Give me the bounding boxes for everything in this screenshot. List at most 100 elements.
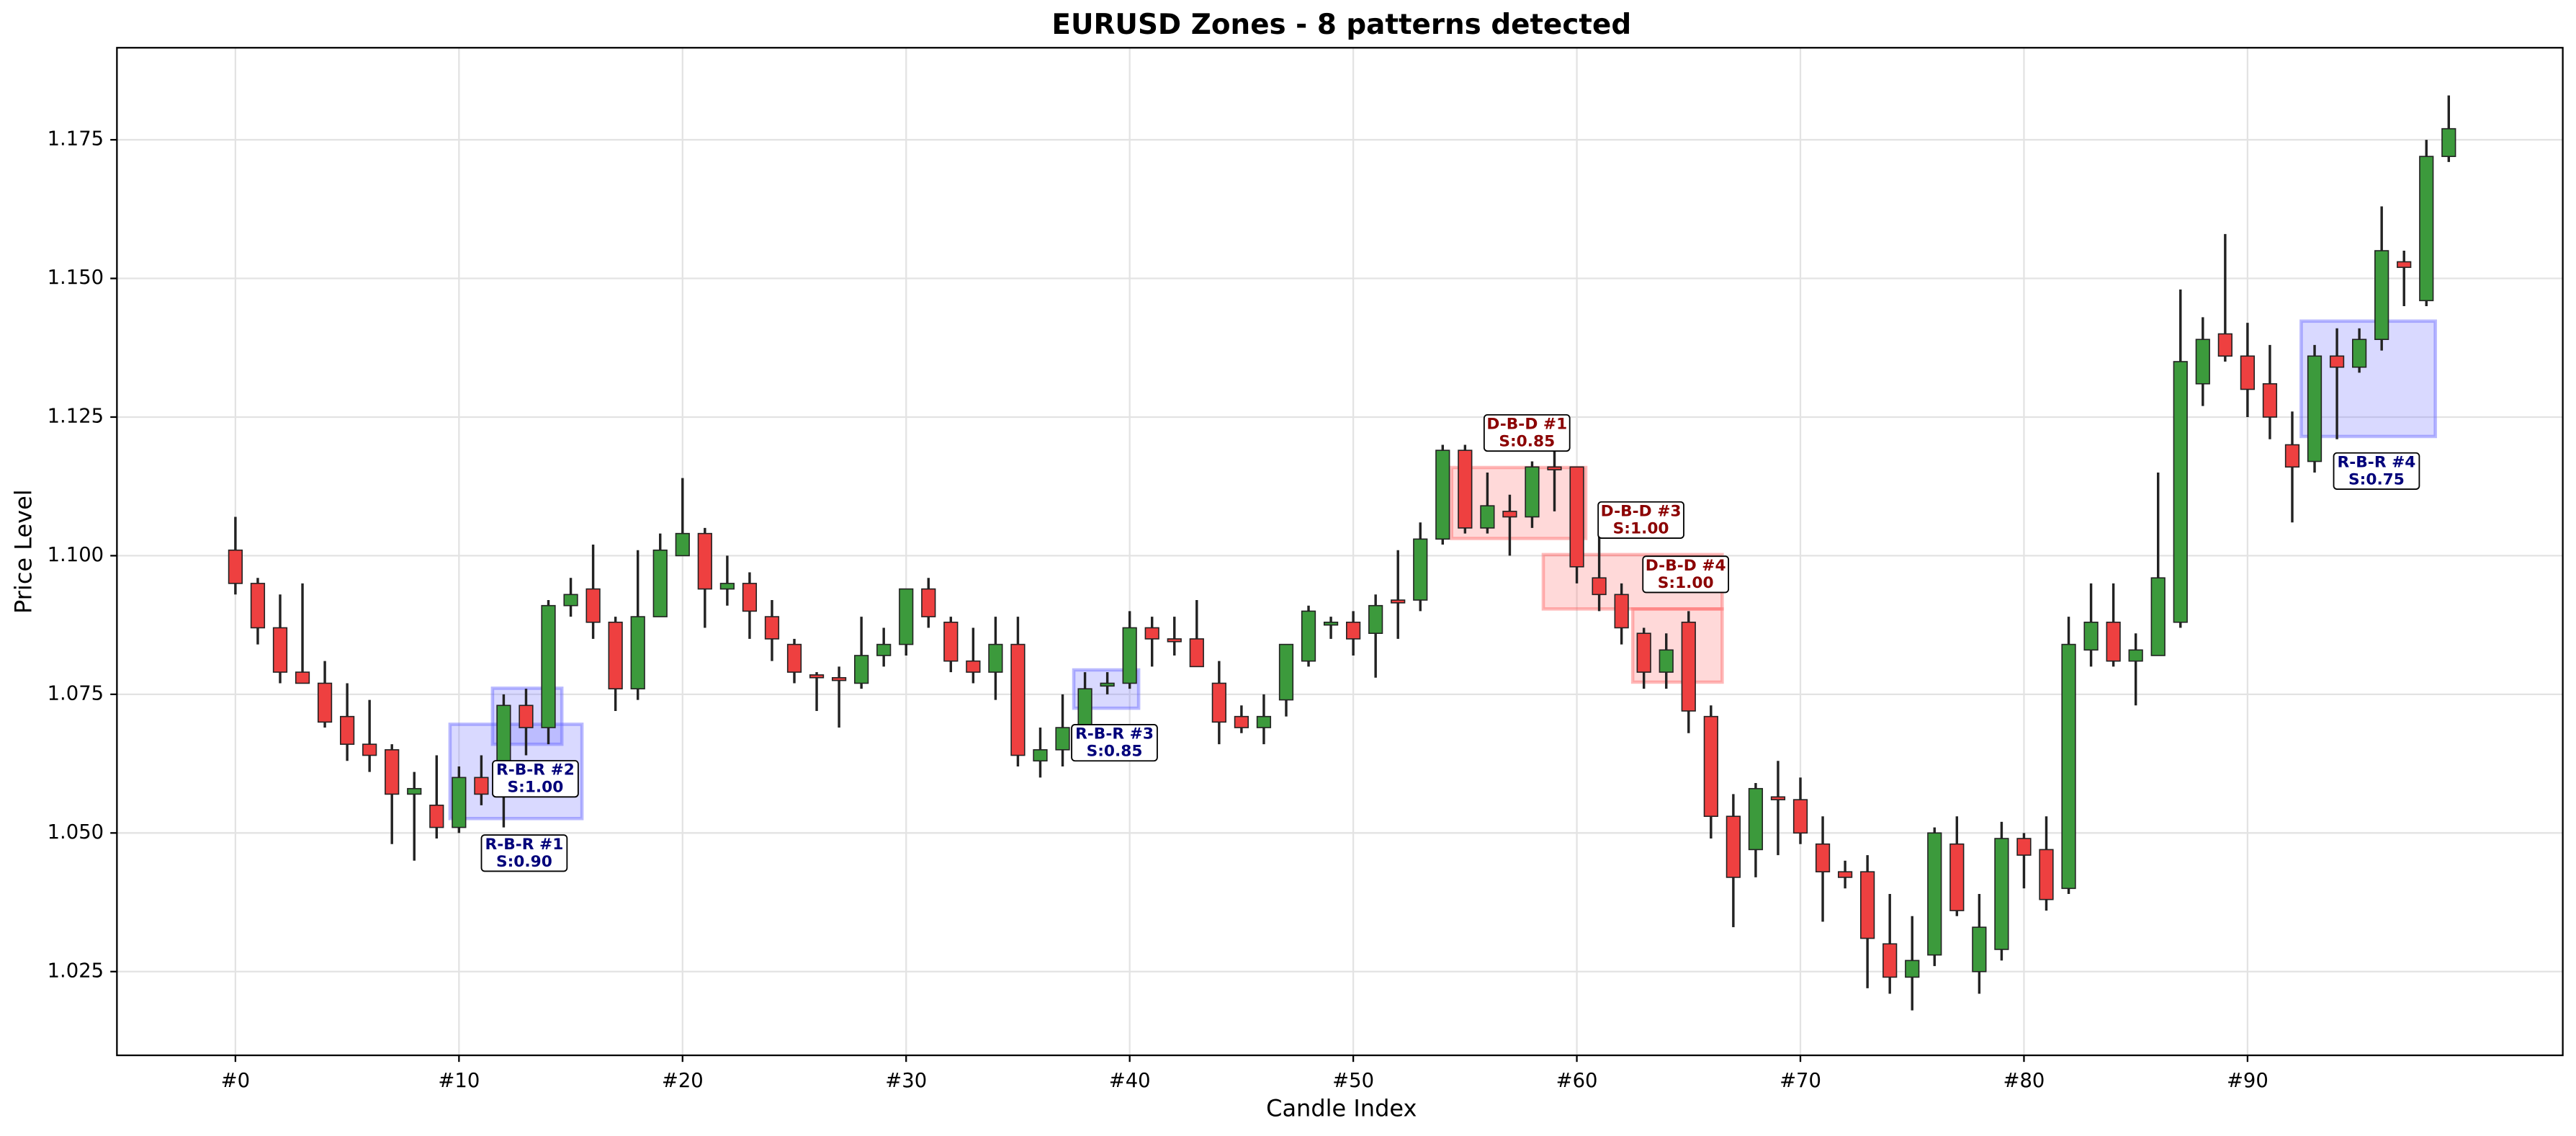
candle-body <box>1122 627 1137 684</box>
candle-body <box>1659 649 1674 673</box>
candle-body <box>697 532 712 590</box>
candle-body <box>1770 796 1786 800</box>
candle-body <box>1525 466 1540 518</box>
x-axis-label: Candle Index <box>1266 1094 1417 1122</box>
candle-body <box>585 588 601 623</box>
y-axis-label: Price Level <box>9 489 37 614</box>
x-tick-label: #50 <box>1332 1070 1374 1092</box>
candle-body <box>1278 643 1294 701</box>
candle-body <box>1480 505 1495 529</box>
candle-body <box>2262 383 2278 418</box>
candle-body <box>1815 843 1831 873</box>
candle-body <box>1391 599 1406 604</box>
y-tick-label: 1.075 <box>48 682 104 705</box>
candle-body <box>630 616 645 689</box>
zone-label-box <box>1071 724 1158 762</box>
candle-body <box>250 583 266 629</box>
candle-body <box>407 787 422 795</box>
candle-body <box>1905 960 1920 978</box>
candle-body <box>1592 577 1607 596</box>
candle-body <box>2374 250 2389 340</box>
zone-label: D-B-D #4 <box>1646 557 1726 575</box>
candle-body <box>1256 715 1272 728</box>
candle-body <box>496 705 511 767</box>
candle-body <box>1368 604 1383 634</box>
candle-body <box>1055 727 1070 751</box>
candle-body <box>452 777 467 828</box>
candle-body <box>1725 815 1741 878</box>
x-tick-label: #30 <box>885 1070 927 1092</box>
zone-label: D-B-D #3 <box>1601 502 1682 520</box>
zone-label-box <box>1597 501 1684 539</box>
candle-body <box>1614 594 1629 629</box>
candle-body <box>2397 261 2412 268</box>
candle-body <box>429 805 444 828</box>
candle-body <box>563 594 578 607</box>
zone-label-box <box>480 834 568 872</box>
candle-body <box>1234 715 1249 728</box>
candle-body <box>764 616 780 640</box>
candle-body <box>1077 688 1092 728</box>
candle-body <box>519 705 534 728</box>
plot-frame <box>116 47 2564 1057</box>
zone-score: S:0.85 <box>1087 743 1143 761</box>
candle-body <box>2307 355 2323 462</box>
zone-label-box <box>1483 413 1571 452</box>
candle-body <box>943 621 959 662</box>
candle-body <box>1435 450 1450 540</box>
candle-body <box>1748 787 1764 851</box>
candle-body <box>2128 649 2143 662</box>
chart-title: EURUSD Zones - 8 patterns detected <box>1051 9 1631 41</box>
zone-label: R-B-R #3 <box>1075 725 1154 743</box>
y-tick-label: 1.025 <box>48 960 104 982</box>
candle-body <box>541 604 556 728</box>
zone-label-box <box>492 760 579 798</box>
candle-body <box>675 532 690 557</box>
x-tick-label: #0 <box>221 1070 250 1092</box>
candle-body <box>854 655 869 684</box>
candle-body <box>1972 926 1987 972</box>
candle-body <box>2106 621 2121 662</box>
candle-body <box>809 674 825 679</box>
candle-body <box>2195 339 2210 385</box>
candle-body <box>474 777 489 795</box>
candle-body <box>921 588 936 617</box>
x-tick-label: #40 <box>1109 1070 1151 1092</box>
candle-body <box>1413 538 1428 601</box>
x-tick-label: #60 <box>1556 1070 1598 1092</box>
zone-label: R-B-R #1 <box>485 836 564 854</box>
candle-body <box>1949 843 1965 911</box>
candle-body <box>1547 466 1562 470</box>
candle-body <box>317 682 333 723</box>
candle-body <box>1346 621 1361 640</box>
candle-body <box>385 749 400 795</box>
candle-body <box>1927 832 1942 956</box>
candle-body <box>1033 749 1048 762</box>
zone <box>2299 319 2437 439</box>
zone-label-box <box>2333 452 2420 490</box>
candle-body <box>1703 715 1718 818</box>
x-tick-label: #10 <box>438 1070 480 1092</box>
x-tick-label: #20 <box>662 1070 704 1092</box>
candle-body <box>876 643 892 656</box>
candle-body <box>2061 643 2076 890</box>
zone-label: D-B-D #1 <box>1486 416 1567 434</box>
candle-body <box>2039 849 2054 900</box>
candle-body <box>899 588 914 645</box>
candle-body <box>1211 682 1226 723</box>
candle-body <box>295 671 310 684</box>
y-tick-label: 1.100 <box>48 544 104 566</box>
candle-body <box>1301 610 1316 662</box>
candle-body <box>1100 682 1115 687</box>
candle-body <box>2352 339 2367 368</box>
zone-score: S:1.00 <box>508 779 564 797</box>
zone-score: S:0.90 <box>496 853 552 871</box>
zone-score: S:0.85 <box>1499 433 1555 451</box>
candle-body <box>2217 333 2232 357</box>
y-tick-label: 1.125 <box>48 405 104 427</box>
candle-body <box>2284 444 2300 468</box>
candle-body <box>608 621 623 689</box>
candle-body <box>2150 577 2166 656</box>
zone-score: S:1.00 <box>1658 574 1714 592</box>
